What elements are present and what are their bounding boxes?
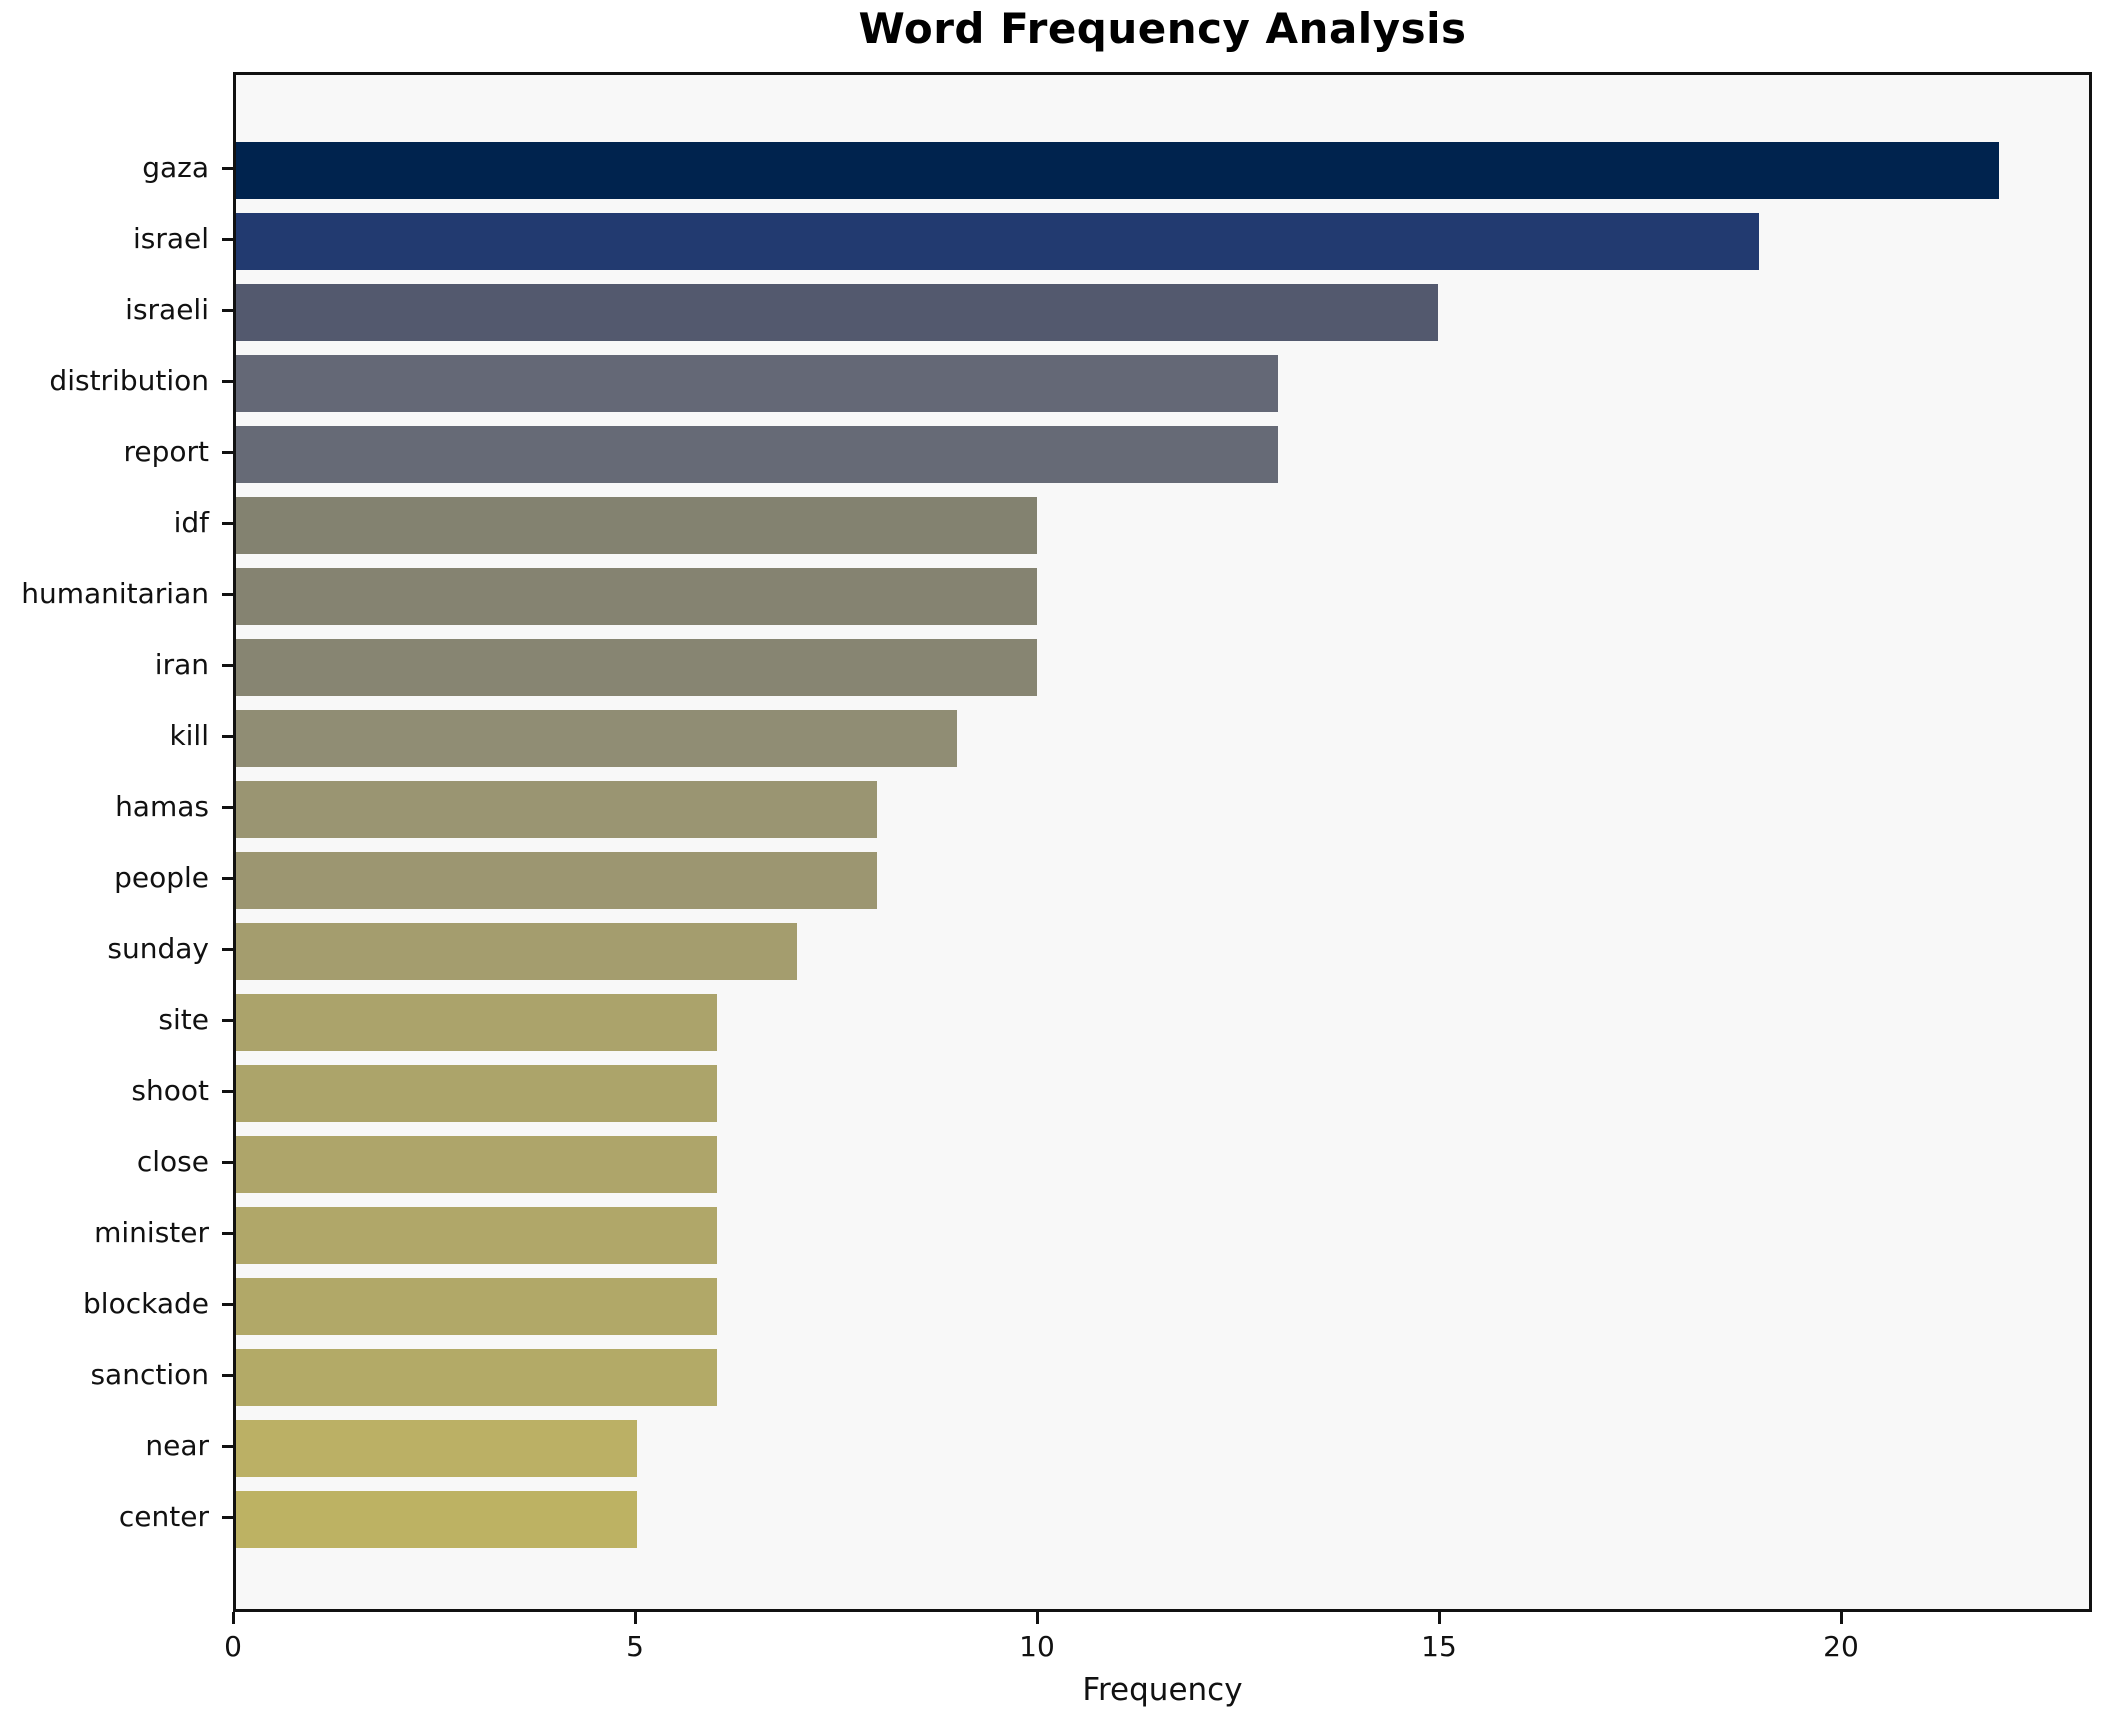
category-label-center: center [118,1500,209,1533]
y-tick-mark [222,1374,233,1377]
bar-row [236,1342,2089,1413]
y-tick-mark [222,167,233,170]
bar-row [236,135,2089,206]
x-tick-label-15: 15 [1421,1630,1457,1663]
chart-title: Word Frequency Analysis [858,4,1467,53]
x-axis-title: Frequency [1082,1672,1243,1708]
category-label-israeli: israeli [125,293,209,326]
category-label-gaza: gaza [142,151,209,184]
y-tick-mark [222,1445,233,1448]
y-tick-mark [222,735,233,738]
x-tick-label-20: 20 [1823,1630,1859,1663]
y-tick-mark [222,664,233,667]
y-tick-mark [222,593,233,596]
bar-israel [236,213,1759,270]
bar-distribution [236,355,1278,412]
y-tick-mark [222,948,233,951]
x-tick-mark [634,1612,637,1624]
category-label-iran: iran [154,648,209,681]
bar-row [236,277,2089,348]
bar-row [236,987,2089,1058]
bar-row [236,1271,2089,1342]
x-tick-mark [232,1612,235,1624]
category-label-idf: idf [173,506,209,539]
category-label-close: close [136,1145,209,1178]
bar-row [236,1200,2089,1271]
y-tick-mark [222,806,233,809]
category-label-people: people [114,861,209,894]
bar-minister [236,1207,717,1264]
x-tick-mark [1438,1612,1441,1624]
category-label-report: report [123,435,209,468]
bar-row [236,561,2089,632]
category-label-israel: israel [132,222,209,255]
bar-row [236,703,2089,774]
category-label-sunday: sunday [107,932,209,965]
bar-iran [236,639,1038,696]
y-tick-mark [222,1516,233,1519]
bar-center [236,1491,637,1548]
category-label-hamas: hamas [115,790,209,823]
y-tick-mark [222,1019,233,1022]
bar-row [236,1413,2089,1484]
bar-close [236,1136,717,1193]
category-label-shoot: shoot [131,1074,209,1107]
category-label-distribution: distribution [49,364,209,397]
y-tick-mark [222,380,233,383]
bar-row [236,206,2089,277]
category-label-humanitarian: humanitarian [21,577,209,610]
bar-kill [236,710,958,767]
bar-row [236,1058,2089,1129]
bar-sunday [236,923,798,980]
category-label-kill: kill [169,719,209,752]
bar-people [236,852,878,909]
bar-idf [236,497,1038,554]
bar-israeli [236,284,1439,341]
y-tick-mark [222,877,233,880]
y-tick-mark [222,238,233,241]
y-tick-mark [222,451,233,454]
y-tick-mark [222,1161,233,1164]
bar-row [236,490,2089,561]
bars-container [236,135,2089,1555]
x-tick-mark [1036,1612,1039,1624]
bar-blockade [236,1278,717,1335]
bar-near [236,1420,637,1477]
category-label-minister: minister [94,1216,209,1249]
y-tick-mark [222,1303,233,1306]
bar-sanction [236,1349,717,1406]
category-label-near: near [145,1429,209,1462]
x-tick-label-10: 10 [1019,1630,1055,1663]
bar-row [236,774,2089,845]
y-tick-mark [222,309,233,312]
bar-row [236,348,2089,419]
bar-row [236,1484,2089,1555]
bar-humanitarian [236,568,1038,625]
bar-row [236,419,2089,490]
x-tick-label-5: 5 [626,1630,644,1663]
x-tick-label-0: 0 [224,1630,242,1663]
category-label-blockade: blockade [83,1287,209,1320]
y-tick-mark [222,1232,233,1235]
bar-shoot [236,1065,717,1122]
x-tick-mark [1840,1612,1843,1624]
plot-area [233,72,2092,1612]
y-tick-mark [222,522,233,525]
y-tick-mark [222,1090,233,1093]
bar-hamas [236,781,878,838]
bar-report [236,426,1278,483]
bar-gaza [236,142,2000,199]
category-label-sanction: sanction [90,1358,209,1391]
bar-row [236,1129,2089,1200]
bar-site [236,994,717,1051]
bar-row [236,632,2089,703]
category-label-site: site [158,1003,209,1036]
bar-row [236,916,2089,987]
bar-row [236,845,2089,916]
